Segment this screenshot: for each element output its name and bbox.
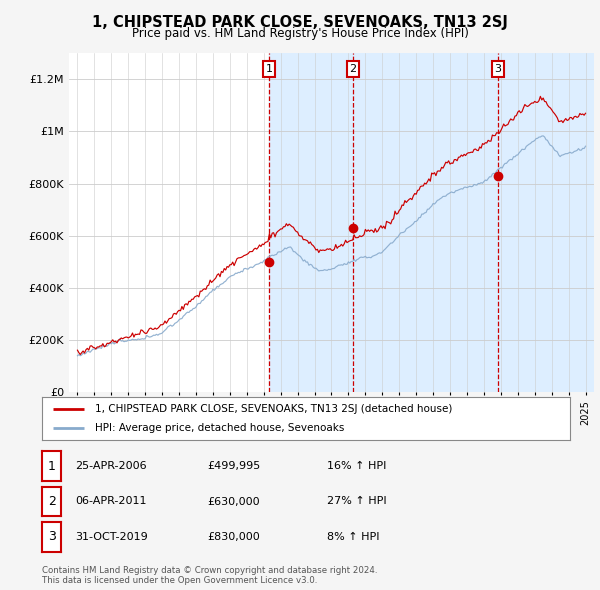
Bar: [269, 53, 353, 392]
Text: 3: 3: [494, 64, 502, 74]
Text: Price paid vs. HM Land Registry's House Price Index (HPI): Price paid vs. HM Land Registry's House …: [131, 27, 469, 40]
Text: 1, CHIPSTEAD PARK CLOSE, SEVENOAKS, TN13 2SJ: 1, CHIPSTEAD PARK CLOSE, SEVENOAKS, TN13…: [92, 15, 508, 30]
Text: 1: 1: [47, 460, 56, 473]
Text: £499,995: £499,995: [207, 461, 260, 471]
Bar: [353, 53, 498, 392]
Text: 8% ↑ HPI: 8% ↑ HPI: [327, 532, 380, 542]
Text: 16% ↑ HPI: 16% ↑ HPI: [327, 461, 386, 471]
Text: £830,000: £830,000: [207, 532, 260, 542]
Text: 1: 1: [266, 64, 272, 74]
Text: £630,000: £630,000: [207, 497, 260, 506]
Text: 27% ↑ HPI: 27% ↑ HPI: [327, 497, 386, 506]
Text: 2: 2: [349, 64, 356, 74]
Text: HPI: Average price, detached house, Sevenoaks: HPI: Average price, detached house, Seve…: [95, 422, 344, 432]
Text: 2: 2: [47, 495, 56, 508]
Text: 31-OCT-2019: 31-OCT-2019: [75, 532, 148, 542]
Text: Contains HM Land Registry data © Crown copyright and database right 2024.
This d: Contains HM Land Registry data © Crown c…: [42, 566, 377, 585]
Text: 06-APR-2011: 06-APR-2011: [75, 497, 146, 506]
Text: 1, CHIPSTEAD PARK CLOSE, SEVENOAKS, TN13 2SJ (detached house): 1, CHIPSTEAD PARK CLOSE, SEVENOAKS, TN13…: [95, 404, 452, 414]
Text: 25-APR-2006: 25-APR-2006: [75, 461, 146, 471]
Text: 3: 3: [47, 530, 56, 543]
Bar: [498, 53, 594, 392]
